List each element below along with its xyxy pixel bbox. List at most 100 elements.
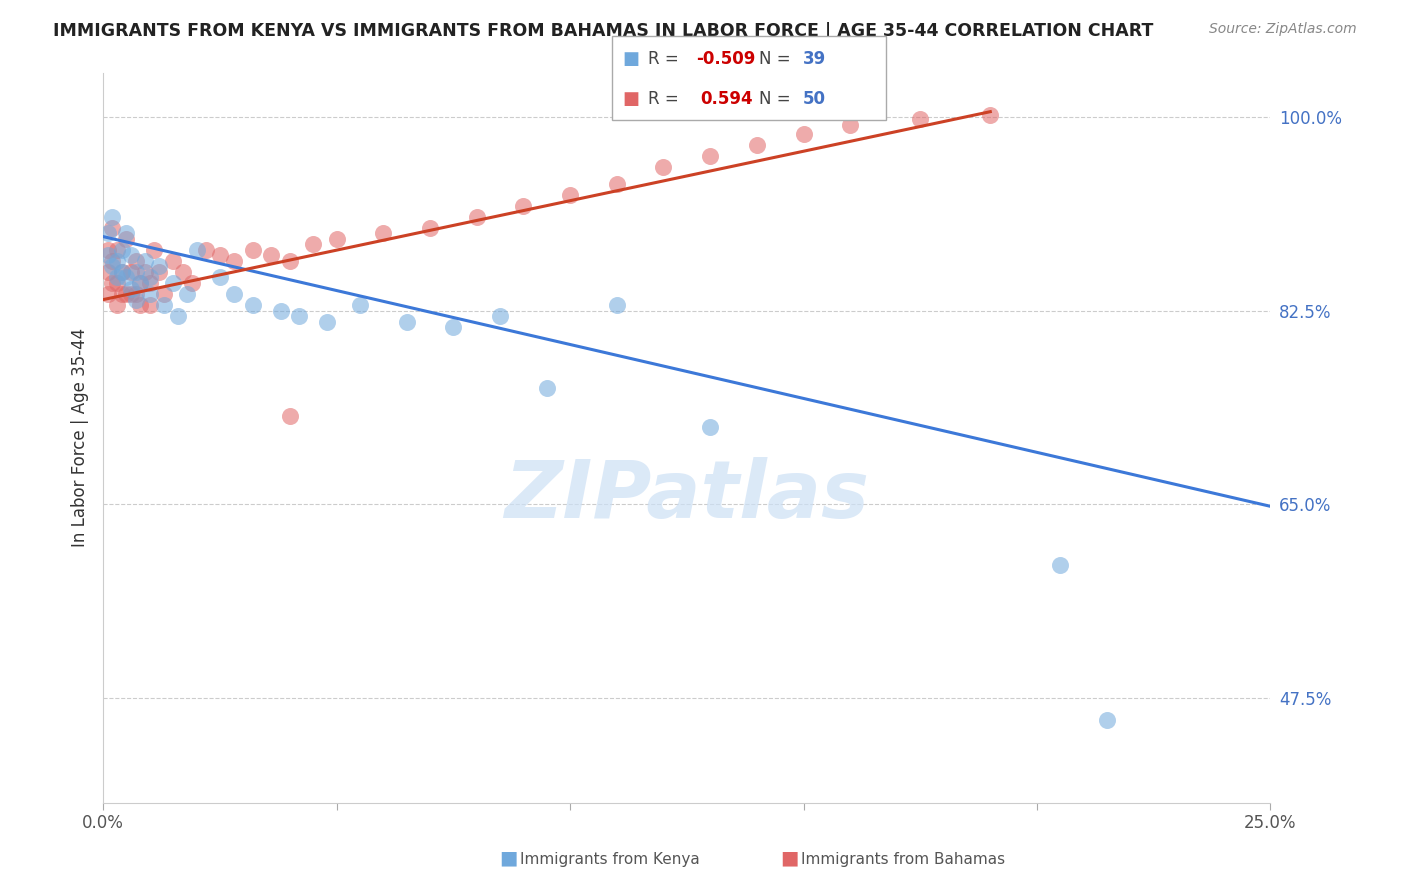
- Point: [606, 298, 628, 312]
- Point: [395, 315, 418, 329]
- Point: [120, 248, 142, 262]
- Point: [260, 248, 283, 262]
- Point: [278, 409, 301, 423]
- Point: [139, 298, 162, 312]
- Text: 50: 50: [803, 90, 825, 108]
- Point: [302, 237, 325, 252]
- Point: [222, 287, 245, 301]
- Point: [699, 149, 721, 163]
- Point: [1095, 713, 1118, 727]
- Point: [288, 309, 311, 323]
- Text: R =: R =: [648, 90, 689, 108]
- Point: [489, 309, 512, 323]
- Point: [839, 118, 862, 132]
- Point: [111, 265, 134, 279]
- Point: [120, 281, 142, 295]
- Text: N =: N =: [759, 51, 796, 69]
- Point: [125, 293, 148, 307]
- Point: [349, 298, 371, 312]
- Point: [134, 265, 156, 279]
- Text: R =: R =: [648, 51, 685, 69]
- Text: -0.509: -0.509: [696, 51, 755, 69]
- Point: [792, 127, 814, 141]
- Text: ■: ■: [623, 51, 640, 69]
- Point: [153, 287, 176, 301]
- Point: [101, 220, 124, 235]
- Point: [979, 108, 1001, 122]
- Point: [153, 298, 176, 312]
- Point: [176, 287, 198, 301]
- Point: [222, 254, 245, 268]
- Point: [242, 243, 264, 257]
- Point: [242, 298, 264, 312]
- Point: [652, 160, 675, 174]
- Point: [139, 276, 162, 290]
- Point: [97, 243, 120, 257]
- Point: [111, 243, 134, 257]
- Point: [120, 265, 142, 279]
- Point: [606, 177, 628, 191]
- Point: [125, 287, 148, 301]
- Point: [97, 265, 120, 279]
- Point: [129, 298, 152, 312]
- Point: [148, 265, 170, 279]
- Point: [699, 419, 721, 434]
- Point: [101, 210, 124, 224]
- Point: [208, 248, 231, 262]
- Point: [194, 243, 217, 257]
- Point: [120, 287, 142, 301]
- Point: [125, 254, 148, 268]
- Point: [115, 227, 138, 241]
- Point: [105, 254, 128, 268]
- Point: [134, 254, 156, 268]
- Text: IMMIGRANTS FROM KENYA VS IMMIGRANTS FROM BAHAMAS IN LABOR FORCE | AGE 35-44 CORR: IMMIGRANTS FROM KENYA VS IMMIGRANTS FROM…: [53, 22, 1154, 40]
- Point: [129, 276, 152, 290]
- Point: [270, 303, 292, 318]
- Point: [166, 309, 188, 323]
- Text: 39: 39: [803, 51, 827, 69]
- Point: [111, 265, 134, 279]
- Point: [105, 298, 128, 312]
- Point: [129, 276, 152, 290]
- Point: [325, 232, 347, 246]
- Point: [180, 276, 202, 290]
- Point: [316, 315, 339, 329]
- Point: [1049, 558, 1071, 572]
- Point: [419, 220, 441, 235]
- Point: [745, 137, 768, 152]
- Point: [115, 232, 138, 246]
- Point: [139, 270, 162, 285]
- Point: [115, 270, 138, 285]
- Point: [115, 287, 138, 301]
- Text: ZIPatlas: ZIPatlas: [505, 458, 869, 535]
- Text: Immigrants from Kenya: Immigrants from Kenya: [520, 852, 700, 867]
- Text: Immigrants from Bahamas: Immigrants from Bahamas: [801, 852, 1005, 867]
- Point: [148, 260, 170, 274]
- Point: [139, 287, 162, 301]
- Point: [101, 260, 124, 274]
- Y-axis label: In Labor Force | Age 35-44: In Labor Force | Age 35-44: [72, 328, 89, 548]
- Point: [162, 276, 184, 290]
- Point: [101, 254, 124, 268]
- Point: [536, 381, 558, 395]
- Point: [373, 227, 395, 241]
- Point: [97, 227, 120, 241]
- Point: [512, 199, 534, 213]
- Text: Source: ZipAtlas.com: Source: ZipAtlas.com: [1209, 22, 1357, 37]
- Point: [105, 276, 128, 290]
- Point: [105, 243, 128, 257]
- Text: 0.594: 0.594: [700, 90, 752, 108]
- Point: [143, 243, 166, 257]
- Point: [162, 254, 184, 268]
- Point: [97, 287, 120, 301]
- Point: [97, 248, 120, 262]
- Point: [465, 210, 488, 224]
- Text: ■: ■: [623, 90, 640, 108]
- Text: N =: N =: [759, 90, 796, 108]
- Point: [278, 254, 301, 268]
- Point: [101, 276, 124, 290]
- Point: [910, 112, 932, 127]
- Text: ■: ■: [780, 848, 799, 867]
- Point: [186, 243, 208, 257]
- Point: [105, 270, 128, 285]
